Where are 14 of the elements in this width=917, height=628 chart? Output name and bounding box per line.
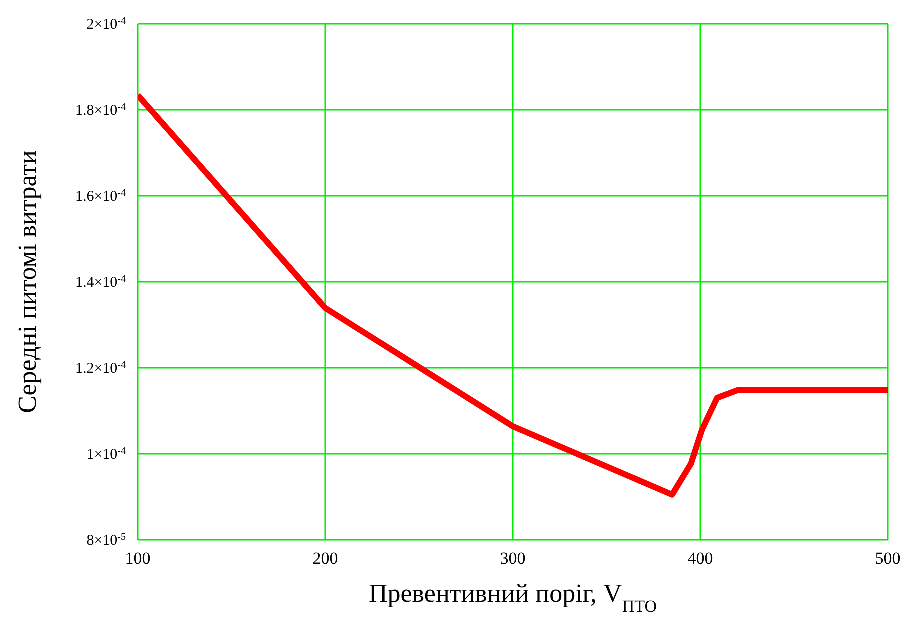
y-tick-label: 1×10$^{-4}$ <box>86 446 126 463</box>
y-tick-label: 8×10$^{-5}$ <box>86 532 126 549</box>
y-tick-label: 1.2×10$^{-4}$ <box>75 360 126 377</box>
x-tick-label: 500 <box>875 549 901 568</box>
y-tick-label: 1.8×10$^{-4}$ <box>75 102 126 119</box>
x-axis-title: Превентивний поріг, V$_{ПТО}$ <box>368 579 658 616</box>
x-tick-label: 100 <box>125 549 151 568</box>
x-tick-label: 400 <box>688 549 714 568</box>
y-tick-label: 2×10$^{-4}$ <box>86 16 126 33</box>
y-tick-label: 1.4×10$^{-4}$ <box>75 274 126 291</box>
x-tick-label: 300 <box>500 549 526 568</box>
y-tick-label: 1.6×10$^{-4}$ <box>75 188 126 205</box>
y-axis-title: Середні питомі витрати <box>13 150 42 414</box>
x-tick-label: 200 <box>312 549 338 568</box>
